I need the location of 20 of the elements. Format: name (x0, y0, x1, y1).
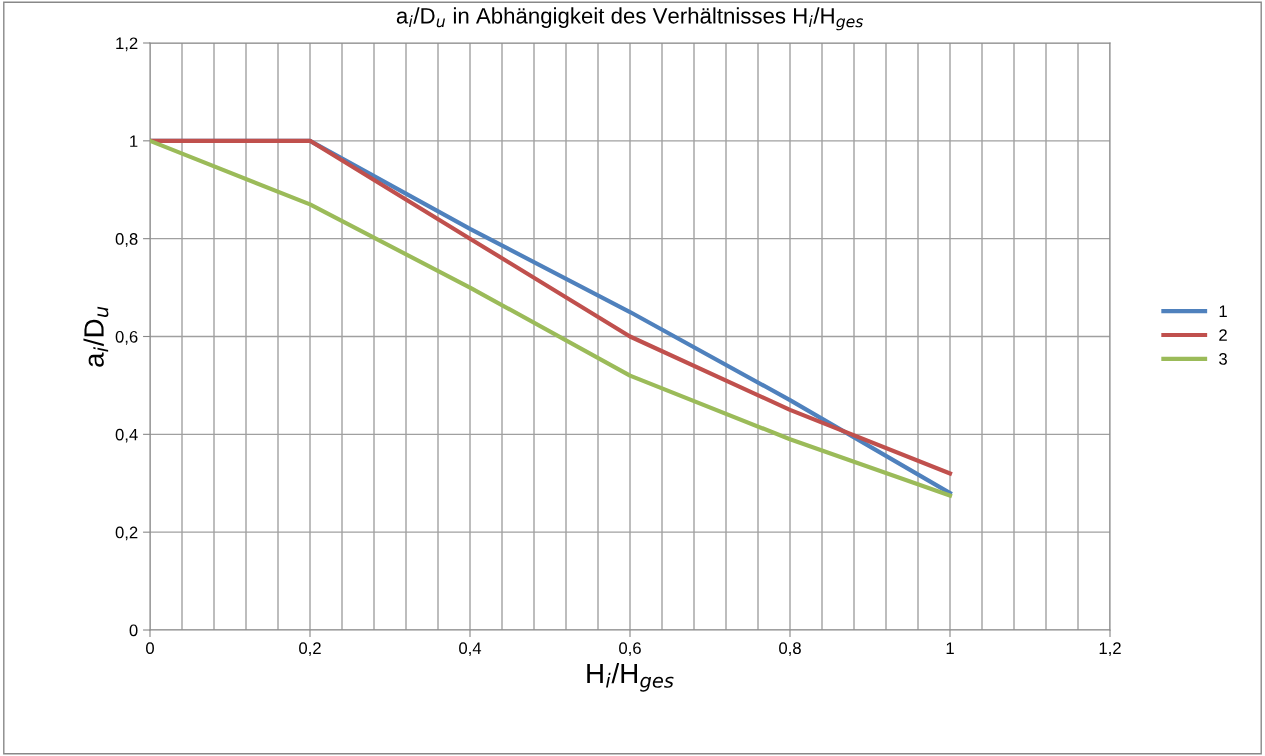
y-tick-label: 0,6 (115, 330, 138, 345)
y-tick-label: 0,2 (115, 526, 138, 541)
y-tick-label: 0,8 (115, 233, 138, 247)
x-tick-label: 0,4 (459, 642, 482, 657)
legend-label: 1 (1219, 305, 1227, 317)
x-tick-label: 1,2 (1099, 642, 1121, 657)
legend-label: 3 (1219, 353, 1227, 365)
x-tick-label: 0,8 (779, 642, 801, 657)
chart-title: a$_{i}$/D$_{u}$ in Abhängigkeit des Verhältnisses H$_{i}$/H$_{ges}$ (396, 7, 864, 31)
x-axis-title: H$_{i}$/H$_{ges}$ (587, 662, 674, 692)
y-tick-label: 1,2 (116, 37, 138, 52)
y-axis-title: a$_{i}$/D$_{u}$ (83, 306, 109, 367)
legend-label: 2 (1219, 329, 1227, 341)
x-tick-label: 0,2 (299, 642, 321, 657)
y-tick-label: 0,4 (115, 428, 138, 443)
x-tick-label: 1 (946, 642, 954, 654)
y-tick-label: 1 (130, 135, 138, 147)
x-tick-label: 0,6 (619, 642, 641, 657)
y-tick-label: 0 (129, 624, 138, 637)
x-tick-label: 0 (146, 642, 154, 655)
